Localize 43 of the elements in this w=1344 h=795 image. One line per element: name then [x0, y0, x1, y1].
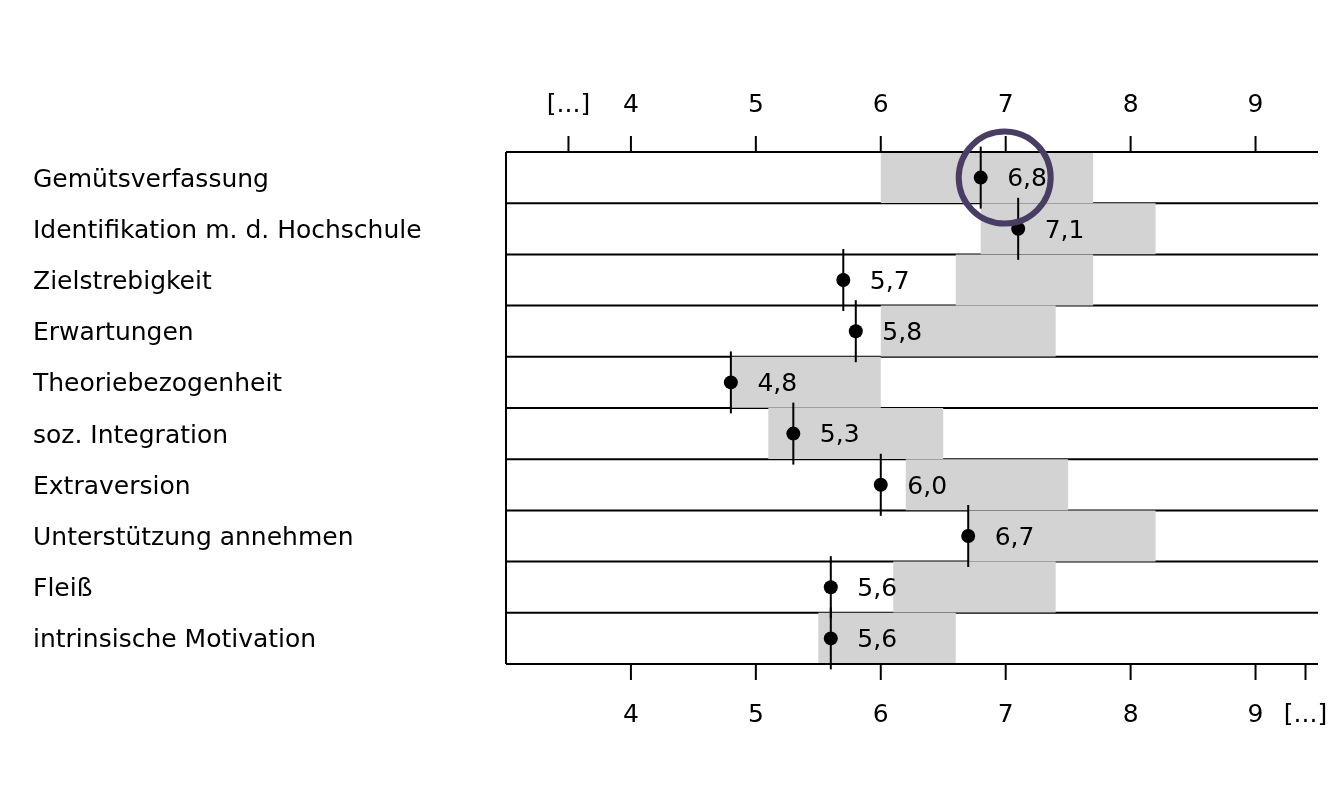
data-label: 6,0: [907, 470, 948, 500]
x-tick-label: 5: [747, 699, 764, 728]
y-tick-label: Extraversion: [33, 470, 191, 500]
y-tick-label: intrinsische Motivation: [33, 624, 317, 654]
point: [723, 375, 738, 390]
x2-tick-label: 7: [997, 89, 1014, 118]
x-tick-label: 9: [1247, 699, 1264, 728]
x2-tick-label: 4: [622, 89, 639, 118]
data-label: 6,8: [1007, 163, 1047, 193]
point: [848, 324, 863, 339]
point: [823, 580, 838, 595]
data-label: 7,1: [1044, 214, 1085, 244]
point: [873, 477, 888, 492]
x2-tick-label: 8: [1122, 89, 1139, 118]
x2-tick-label: 6: [872, 89, 889, 118]
point: [786, 426, 801, 441]
y-tick-label: Zielstrebigkeit: [33, 266, 212, 295]
x2-tick-label: 5: [747, 89, 764, 118]
point: [973, 170, 988, 185]
x-tick-label: 7: [997, 699, 1014, 728]
y-tick-label: Unterstützung annehmen: [33, 522, 354, 551]
data-label: 5,6: [857, 573, 898, 603]
data-label: 5,8: [882, 317, 923, 347]
point: [961, 529, 976, 543]
point: [823, 631, 838, 646]
data-label: 5,6: [857, 624, 898, 654]
x-tick-label: [...]: [1283, 699, 1328, 728]
data-label: 6,7: [994, 521, 1035, 551]
x-tick-label: 4: [622, 699, 639, 728]
point: [836, 273, 851, 287]
data-label: 5,3: [819, 419, 860, 449]
y-tick-label: Identifikation m. d. Hochschule: [33, 214, 422, 244]
x-tick-label: 6: [872, 699, 889, 728]
data-label: 5,7: [869, 265, 910, 295]
y-tick-label: Gemütsverfassung: [33, 163, 269, 193]
y-tick-label: Fleiß: [33, 573, 93, 603]
x-tick-label: 8: [1122, 699, 1139, 728]
data-label: 4,8: [757, 368, 798, 398]
y-tick-label: Erwartungen: [33, 317, 194, 347]
y-tick-label: soz. Integration: [33, 419, 229, 449]
x2-tick-label: 9: [1247, 89, 1264, 118]
x2-tick-label: [...]: [546, 89, 591, 118]
y-tick-label: Theoriebezogenheit: [32, 368, 283, 398]
